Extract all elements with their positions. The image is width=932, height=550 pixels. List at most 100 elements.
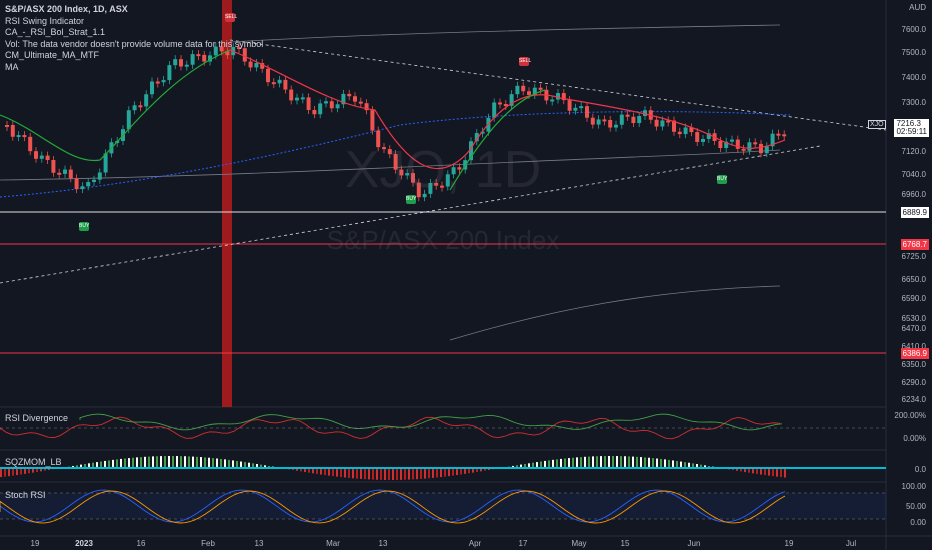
candle-body	[428, 183, 433, 194]
sqz-bar	[440, 468, 442, 478]
sqz-bar	[428, 468, 430, 479]
sqz-bar	[44, 468, 46, 471]
candle-body	[86, 182, 91, 187]
candle-body	[561, 93, 566, 101]
ma-line	[0, 49, 231, 162]
candle-body	[683, 127, 688, 135]
trendline	[229, 39, 887, 131]
sqz-bar	[584, 456, 586, 468]
sqz-bar	[352, 468, 354, 479]
sqz-bar	[448, 468, 450, 477]
candle-body	[97, 172, 102, 180]
sqz-bar	[88, 463, 90, 468]
sqz-bar	[536, 462, 538, 468]
sqz-bar	[160, 456, 162, 468]
rsi-line	[0, 416, 781, 440]
sqz-bar	[416, 468, 418, 480]
sqz-bar	[772, 468, 774, 477]
candle-body	[764, 146, 769, 154]
time-axis[interactable]: 19 2023 16 Feb 13 Mar 13 Apr 17 May 15 Jun 19 Jul	[0, 536, 886, 550]
sqz-bar	[20, 468, 22, 475]
price-tick: 6960.0	[901, 190, 926, 199]
candle-body	[80, 186, 85, 190]
sqz-bar	[432, 468, 434, 478]
sqz-bar	[592, 456, 594, 468]
sqz-bar	[664, 459, 666, 468]
sqz-bar	[396, 468, 398, 480]
stoch-tick-100: 100.00	[901, 482, 926, 491]
sqz-bar	[520, 464, 522, 468]
legend-ca-rsi-bol[interactable]: CA_-_RSI_Bol_Strat_1.1	[5, 27, 106, 37]
candle-body	[10, 125, 15, 137]
price-axis[interactable]: AUD 7600.0 7500.0 7400.0 7300.0 7120.0 7040.0…	[886, 0, 932, 550]
price-tick: 6725.0	[901, 252, 926, 261]
candle-body	[480, 131, 485, 134]
legend-ma[interactable]: MA	[5, 61, 19, 72]
signal-bar	[222, 0, 232, 407]
candle-body	[138, 105, 143, 108]
sqz-bar	[108, 460, 110, 468]
currency-label: AUD	[909, 3, 926, 12]
sqz-bar	[336, 468, 338, 477]
sqz-bar	[340, 468, 342, 478]
sqz-bar	[752, 468, 754, 474]
candle-body	[382, 147, 386, 150]
candle-body	[74, 178, 79, 190]
candle-body	[248, 61, 253, 68]
candle-body	[155, 81, 160, 84]
sqz-bar	[28, 468, 30, 474]
legend-symbol[interactable]: S&P/ASX 200 Index, 1D, ASX	[5, 4, 128, 14]
rsi-divergence-label[interactable]: RSI Divergence	[5, 413, 69, 423]
sqz-bar	[104, 460, 106, 468]
price-tick: 7040.0	[901, 170, 926, 179]
candle-body	[602, 119, 607, 122]
sqz-bar	[232, 460, 234, 468]
candle-body	[660, 120, 665, 127]
sqz-bar	[216, 458, 218, 468]
candle-body	[335, 104, 340, 109]
sqzmom-label[interactable]: SQZMOM_LB	[5, 457, 62, 467]
stoch-rsi-label[interactable]: Stoch RSI	[5, 490, 46, 500]
sqz-bar	[24, 468, 26, 474]
sqz-bar	[696, 464, 698, 468]
sqz-bar	[156, 456, 158, 468]
sqz-bar	[208, 457, 210, 468]
time-tick: Apr	[468, 539, 482, 548]
time-tick: May	[571, 539, 587, 548]
sqz-bar	[260, 464, 262, 468]
price-tick: 7120.0	[901, 147, 926, 156]
sqz-bar	[688, 462, 690, 468]
legend-rsi-swing[interactable]: RSI Swing Indicator	[5, 15, 85, 26]
sqz-bar	[320, 468, 322, 475]
sqz-bar	[0, 468, 2, 478]
sqz-bar	[740, 468, 742, 472]
sqz-bar	[704, 465, 706, 468]
sqz-bar	[612, 456, 614, 468]
sqz-bar	[760, 468, 762, 475]
sqz-bar	[600, 456, 602, 468]
sqz-bar	[192, 456, 194, 468]
sqz-bar	[588, 456, 590, 468]
sqz-bar	[644, 457, 646, 468]
candle-body	[260, 63, 265, 69]
legend-volume[interactable]: Vol: The data vendor doesn't provide vol…	[5, 38, 264, 49]
sqz-bar	[220, 458, 222, 468]
sqz-bar	[736, 468, 738, 471]
candle-body	[68, 169, 73, 179]
sqz-bar	[248, 462, 250, 468]
sqz-bar	[292, 468, 294, 471]
sqz-bar	[524, 463, 526, 468]
candle-body	[643, 110, 647, 117]
candle-body	[266, 68, 270, 83]
time-tick: 13	[254, 539, 264, 548]
candle-body	[202, 54, 207, 62]
time-tick: 17	[518, 539, 528, 548]
price-tick: 6410.0	[901, 342, 926, 351]
current-price-countdown: 02:59:11	[896, 127, 927, 136]
sqz-bar	[436, 468, 438, 478]
legend-cm-ma[interactable]: CM_Ultimate_MA_MTF	[5, 50, 100, 60]
candle-body	[219, 46, 224, 52]
sqz-bar	[596, 456, 598, 468]
sqz-bar	[92, 462, 94, 468]
